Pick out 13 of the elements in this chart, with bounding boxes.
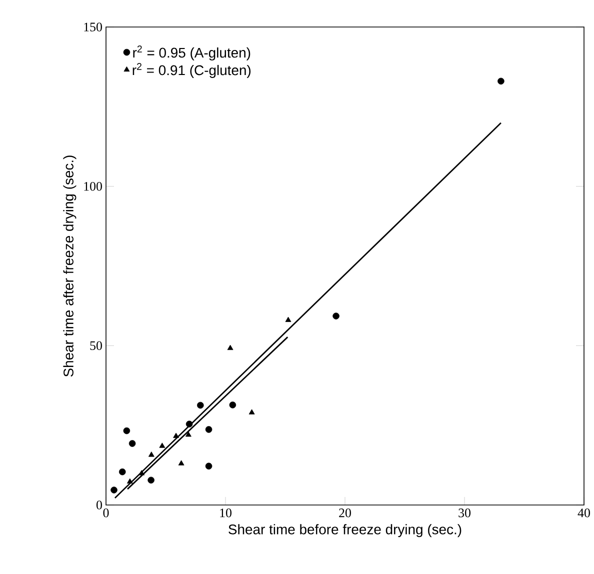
x-axis-title: Shear time before freeze drying (sec.): [228, 524, 462, 538]
x-tick-label: 20: [339, 508, 351, 518]
legend-label: r$^{2}$ = 0.95 (A-gluten): [133, 46, 250, 60]
x-tick-label: 30: [458, 508, 470, 518]
x-tick-label: 10: [220, 508, 232, 518]
y-axis-title: Shear time after freeze drying (sec.): [63, 156, 76, 377]
x-tick-label: 0: [103, 508, 109, 518]
y-tick-label: 50: [90, 341, 102, 350]
y-tick-label: 150: [84, 22, 102, 32]
x-tick-label: 40: [578, 508, 590, 518]
y-tick-label: 100: [84, 182, 102, 191]
legend-label: r$^{2}$ = 0.91 (C-gluten): [132, 63, 251, 78]
y-tick-label: 0: [96, 500, 102, 510]
